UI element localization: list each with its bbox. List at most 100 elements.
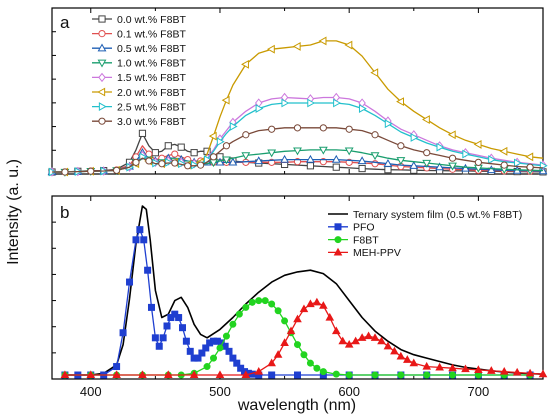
data-point xyxy=(306,359,314,367)
legend-label: 0.1 wt.% F8BT xyxy=(117,28,186,40)
data-point xyxy=(371,131,379,139)
data-point xyxy=(281,317,289,325)
data-point xyxy=(383,158,393,167)
data-point xyxy=(345,125,353,133)
legend-item-pfo: PFO xyxy=(328,222,375,234)
data-point xyxy=(397,142,405,150)
data-point xyxy=(357,156,367,165)
data-point xyxy=(299,304,309,313)
legend-marker xyxy=(97,43,107,52)
data-point xyxy=(273,350,283,358)
data-point xyxy=(384,119,393,129)
data-point xyxy=(164,142,172,150)
x-tick-label-700: 700 xyxy=(468,384,490,399)
x-tick-label-500: 500 xyxy=(209,384,231,399)
data-point xyxy=(229,122,238,131)
legend-marker xyxy=(334,223,342,231)
data-point xyxy=(449,371,457,379)
data-point xyxy=(377,336,386,345)
data-point xyxy=(423,371,431,379)
data-point xyxy=(159,334,167,342)
data-point xyxy=(280,338,289,346)
data-point xyxy=(281,98,290,108)
data-point xyxy=(203,363,211,371)
panel-b-plot-frame xyxy=(51,195,544,380)
legend-item-f8bt: F8BT xyxy=(328,234,379,246)
data-point xyxy=(225,347,233,355)
data-point xyxy=(294,371,301,379)
data-point xyxy=(421,115,430,124)
data-point xyxy=(138,129,147,137)
legend-marker xyxy=(98,117,106,125)
series-line-f8bt xyxy=(64,299,531,376)
data-point xyxy=(198,349,206,357)
legend-marker xyxy=(98,29,106,38)
data-point xyxy=(215,370,225,379)
data-point xyxy=(525,368,535,377)
legend-marker xyxy=(98,102,107,112)
x-tick-label-400: 400 xyxy=(80,384,102,399)
data-point xyxy=(113,363,121,371)
data-point xyxy=(345,371,353,379)
legend-marker xyxy=(333,247,343,256)
data-point xyxy=(267,358,276,367)
data-point xyxy=(447,130,456,140)
x-tick-label-600: 600 xyxy=(338,384,360,399)
legend-label: PFO xyxy=(353,222,375,234)
data-point xyxy=(526,163,534,171)
legend-item-ternary-system-film-0-5-wt-f8bt: Ternary system film (0.5 wt.% F8BT) xyxy=(328,209,522,221)
data-point xyxy=(222,332,230,340)
data-point xyxy=(177,143,185,151)
data-point xyxy=(242,303,250,311)
data-point xyxy=(333,98,342,108)
panel-b-letter: b xyxy=(60,203,69,222)
data-point xyxy=(318,36,327,46)
data-point xyxy=(514,158,522,168)
data-point xyxy=(409,358,419,367)
data-point xyxy=(448,154,457,162)
y-axis-title: Intensity (a. u.) xyxy=(5,159,22,265)
data-point xyxy=(351,336,360,345)
data-point xyxy=(268,125,276,133)
legend-label: MEH-PPV xyxy=(353,247,401,259)
data-point xyxy=(241,152,251,161)
data-point xyxy=(280,154,289,163)
data-point xyxy=(292,42,301,51)
data-point xyxy=(293,147,302,156)
data-point xyxy=(286,326,296,335)
data-point xyxy=(144,266,152,274)
legend-item-3-0-wt-f8bt: 3.0 wt.% F8BT xyxy=(92,116,186,128)
series-ternary-system-film-0-5-wt-f8bt xyxy=(64,205,544,376)
data-point xyxy=(448,162,457,171)
data-point xyxy=(241,59,249,69)
legend-marker xyxy=(334,236,342,244)
data-point xyxy=(396,97,405,107)
legend-item-0-5-wt-f8bt: 0.5 wt.% F8BT xyxy=(92,43,186,55)
data-point xyxy=(486,165,496,174)
data-point xyxy=(209,153,218,161)
data-point xyxy=(171,150,179,158)
data-point xyxy=(241,370,251,379)
data-point xyxy=(397,371,405,379)
data-point xyxy=(313,364,321,372)
data-point xyxy=(248,298,256,306)
data-point xyxy=(436,142,445,152)
data-point xyxy=(462,149,471,159)
legend-label: 0.5 wt.% F8BT xyxy=(117,43,186,55)
data-point xyxy=(184,162,192,170)
data-point xyxy=(312,297,322,306)
data-point xyxy=(319,368,327,376)
data-point xyxy=(396,157,406,166)
data-point xyxy=(294,341,301,349)
data-point xyxy=(306,162,315,170)
data-point xyxy=(371,371,379,379)
data-point xyxy=(318,146,328,155)
data-point xyxy=(221,95,230,105)
data-point xyxy=(210,354,218,362)
data-point xyxy=(370,68,379,78)
legend-label: Ternary system film (0.5 wt.% F8BT) xyxy=(353,209,522,221)
data-point xyxy=(422,159,432,168)
data-point xyxy=(268,300,276,308)
data-point xyxy=(254,366,264,375)
